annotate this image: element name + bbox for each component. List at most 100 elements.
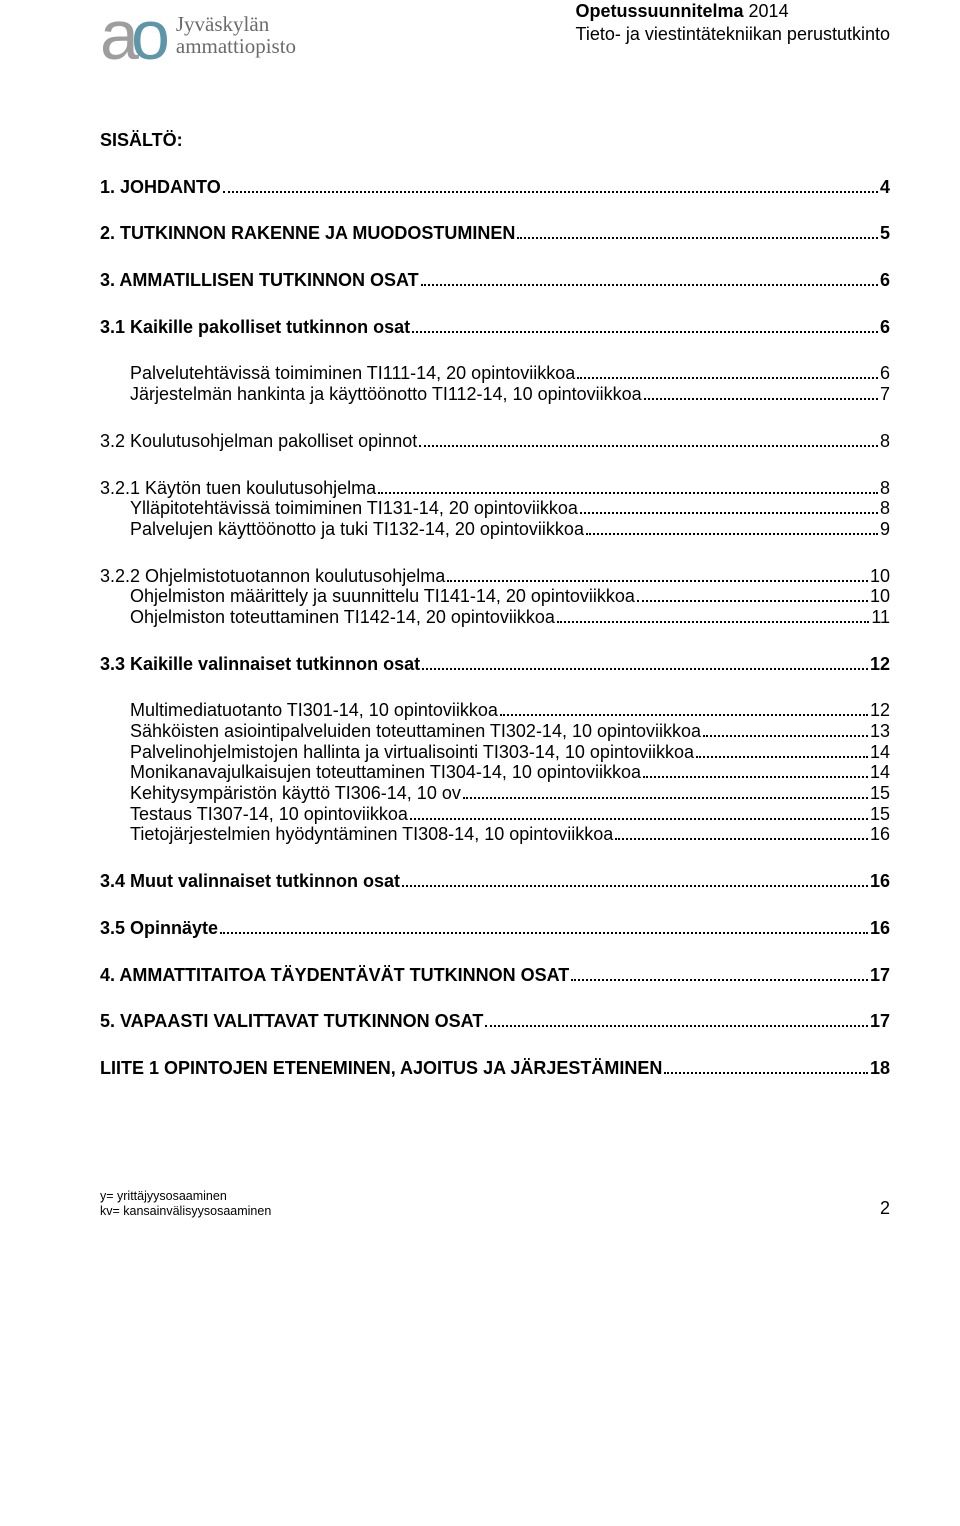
toc-entry-page: 10 bbox=[870, 566, 890, 587]
toc-entry[interactable]: Sähköisten asiointipalveluiden toteuttam… bbox=[100, 721, 890, 742]
toc-entry[interactable]: 3. AMMATILLISEN TUTKINNON OSAT6 bbox=[100, 270, 890, 291]
toc-entry[interactable]: 3.5 Opinnäyte16 bbox=[100, 918, 890, 939]
toc-entry-page: 14 bbox=[870, 762, 890, 783]
toc-entry-page: 15 bbox=[870, 804, 890, 825]
toc-leader-dots bbox=[580, 512, 878, 514]
toc-entry[interactable]: Ohjelmiston määrittely ja suunnittelu TI… bbox=[100, 586, 890, 607]
toc-leader-dots bbox=[703, 735, 868, 737]
toc-entry[interactable]: Tietojärjestelmien hyödyntäminen TI308-1… bbox=[100, 824, 890, 845]
toc-entry-label: LIITE 1 OPINTOJEN ETENEMINEN, AJOITUS JA… bbox=[100, 1058, 662, 1079]
toc-leader-dots bbox=[463, 797, 868, 799]
toc-entry-label: 2. TUTKINNON RAKENNE JA MUODOSTUMINEN bbox=[100, 223, 515, 244]
toc-entry[interactable]: 5. VAPAASTI VALITTAVAT TUTKINNON OSAT17 bbox=[100, 1011, 890, 1032]
toc-entry-label: Monikanavajulkaisujen toteuttaminen TI30… bbox=[130, 762, 641, 783]
toc-entry[interactable]: Monikanavajulkaisujen toteuttaminen TI30… bbox=[100, 762, 890, 783]
toc-entry-label: 4. AMMATTITAITOA TÄYDENTÄVÄT TUTKINNON O… bbox=[100, 965, 569, 986]
toc-leader-dots bbox=[615, 838, 868, 840]
content: SISÄLTÖ: 1. JOHDANTO 4 2. TUTKINNON RAKENN… bbox=[100, 130, 890, 1079]
toc-entry-page: 14 bbox=[870, 742, 890, 763]
toc-leader-dots bbox=[664, 1072, 868, 1074]
toc-entry-label: 3. AMMATILLISEN TUTKINNON OSAT bbox=[100, 270, 419, 291]
header-title-line2: Tieto- ja viestintätekniikan perustutkin… bbox=[576, 23, 891, 46]
toc-entry-label: Ohjelmiston määrittely ja suunnittelu TI… bbox=[130, 586, 635, 607]
toc-entry[interactable]: 1. JOHDANTO 4 bbox=[100, 177, 890, 198]
toc-entry-page: 7 bbox=[880, 384, 890, 405]
toc-entry-label: Testaus TI307-14, 10 opintoviikkoa bbox=[130, 804, 408, 825]
toc-leader-dots bbox=[637, 600, 868, 602]
toc-leader-dots bbox=[447, 580, 868, 582]
footer-legend-line2: kv= kansainvälisyysosaaminen bbox=[100, 1204, 271, 1219]
toc-leader-dots bbox=[577, 377, 878, 379]
toc: 1. JOHDANTO 4 2. TUTKINNON RAKENNE JA MUOD… bbox=[100, 177, 890, 1079]
toc-entry-page: 17 bbox=[870, 965, 890, 986]
toc-entry-page: 9 bbox=[880, 519, 890, 540]
toc-entry-page: 16 bbox=[870, 918, 890, 939]
toc-entry-page: 10 bbox=[870, 586, 890, 607]
logo-letter-a: a bbox=[100, 0, 131, 70]
toc-entry-label: Kehitysympäristön käyttö TI306-14, 10 ov bbox=[130, 783, 461, 804]
toc-leader-dots bbox=[421, 284, 878, 286]
header-title-bold: Opetussuunnitelma bbox=[576, 1, 744, 21]
header-title-line1: Opetussuunnitelma 2014 bbox=[576, 0, 891, 23]
toc-entry-label: 3.4 Muut valinnaiset tutkinnon osat bbox=[100, 871, 400, 892]
toc-entry-label: Palvelutehtävissä toimiminen TI111-14, 2… bbox=[130, 363, 575, 384]
toc-leader-dots bbox=[410, 818, 868, 820]
toc-entry-page: 15 bbox=[870, 783, 890, 804]
toc-entry-page: 12 bbox=[870, 654, 890, 675]
toc-entry-label: 3.2 Koulutusohjelman pakolliset opinnot bbox=[100, 431, 417, 452]
page-footer: y= yrittäjyysosaaminen kv= kansainvälisy… bbox=[100, 1189, 890, 1219]
toc-leader-dots bbox=[422, 668, 868, 670]
toc-leader-dots bbox=[644, 398, 878, 400]
toc-entry-page: 18 bbox=[870, 1058, 890, 1079]
toc-entry-page: 16 bbox=[870, 824, 890, 845]
toc-entry-label: 5. VAPAASTI VALITTAVAT TUTKINNON OSAT bbox=[100, 1011, 483, 1032]
toc-entry[interactable]: Kehitysympäristön käyttö TI306-14, 10 ov… bbox=[100, 783, 890, 804]
toc-entry-page: 6 bbox=[880, 363, 890, 384]
toc-entry-label: Ohjelmiston toteuttaminen TI142-14, 20 o… bbox=[130, 607, 555, 628]
toc-entry[interactable]: 3.3 Kaikille valinnaiset tutkinnon osat 1… bbox=[100, 654, 890, 675]
header-title-year: 2014 bbox=[744, 1, 789, 21]
toc-entry[interactable]: 2. TUTKINNON RAKENNE JA MUODOSTUMINEN 5 bbox=[100, 223, 890, 244]
footer-legend: y= yrittäjyysosaaminen kv= kansainvälisy… bbox=[100, 1189, 271, 1219]
toc-leader-dots bbox=[643, 776, 868, 778]
logo-line1: Jyväskylän bbox=[176, 13, 296, 35]
toc-entry[interactable]: 3.1 Kaikille pakolliset tutkinnon osat 6 bbox=[100, 317, 890, 338]
toc-leader-dots bbox=[402, 885, 868, 887]
toc-entry[interactable]: Ylläpitotehtävissä toimiminen TI131-14, … bbox=[100, 498, 890, 519]
toc-entry[interactable]: Multimediatuotanto TI301-14, 10 opintovi… bbox=[100, 700, 890, 721]
toc-entry[interactable]: LIITE 1 OPINTOJEN ETENEMINEN, AJOITUS JA… bbox=[100, 1058, 890, 1079]
toc-entry-label: 3.3 Kaikille valinnaiset tutkinnon osat bbox=[100, 654, 420, 675]
toc-entry-page: 4 bbox=[880, 177, 890, 198]
toc-entry[interactable]: Järjestelmän hankinta ja käyttöönotto TI… bbox=[100, 384, 890, 405]
toc-entry[interactable]: Testaus TI307-14, 10 opintoviikkoa 15 bbox=[100, 804, 890, 825]
toc-entry[interactable]: 3.4 Muut valinnaiset tutkinnon osat16 bbox=[100, 871, 890, 892]
logo-text: Jyväskylän ammattiopisto bbox=[176, 13, 296, 57]
toc-entry[interactable]: Palvelinohjelmistojen hallinta ja virtua… bbox=[100, 742, 890, 763]
toc-leader-dots bbox=[223, 191, 878, 193]
toc-entry[interactable]: 3.2.1 Käytön tuen koulutusohjelma8 bbox=[100, 478, 890, 499]
toc-entry[interactable]: 4. AMMATTITAITOA TÄYDENTÄVÄT TUTKINNON O… bbox=[100, 965, 890, 986]
toc-leader-dots bbox=[419, 445, 878, 447]
toc-entry[interactable]: 3.2 Koulutusohjelman pakolliset opinnot8 bbox=[100, 431, 890, 452]
toc-leader-dots bbox=[557, 621, 869, 623]
toc-entry-label: 1. JOHDANTO bbox=[100, 177, 221, 198]
toc-heading: SISÄLTÖ: bbox=[100, 130, 890, 151]
toc-leader-dots bbox=[500, 714, 868, 716]
toc-entry[interactable]: Ohjelmiston toteuttaminen TI142-14, 20 o… bbox=[100, 607, 890, 628]
footer-legend-line1: y= yrittäjyysosaaminen bbox=[100, 1189, 271, 1204]
toc-entry-label: Multimediatuotanto TI301-14, 10 opintovi… bbox=[130, 700, 498, 721]
toc-entry[interactable]: 3.2.2 Ohjelmistotuotannon koulutusohjelm… bbox=[100, 566, 890, 587]
toc-entry-label: Järjestelmän hankinta ja käyttöönotto TI… bbox=[130, 384, 642, 405]
toc-entry[interactable]: Palvelujen käyttöönotto ja tuki TI132-14… bbox=[100, 519, 890, 540]
toc-entry-label: 3.1 Kaikille pakolliset tutkinnon osat bbox=[100, 317, 410, 338]
toc-entry-label: Sähköisten asiointipalveluiden toteuttam… bbox=[130, 721, 701, 742]
toc-entry-page: 11 bbox=[871, 607, 890, 628]
toc-entry-label: 3.2.2 Ohjelmistotuotannon koulutusohjelm… bbox=[100, 566, 445, 587]
toc-entry-page: 5 bbox=[880, 223, 890, 244]
logo-mark: ao bbox=[100, 0, 162, 70]
page-header: ao Jyväskylän ammattiopisto Opetussuunni… bbox=[100, 0, 890, 70]
toc-entry[interactable]: Palvelutehtävissä toimiminen TI111-14, 2… bbox=[100, 363, 890, 384]
toc-entry-label: Palvelinohjelmistojen hallinta ja virtua… bbox=[130, 742, 694, 763]
toc-entry-page: 12 bbox=[870, 700, 890, 721]
toc-entry-page: 6 bbox=[880, 317, 890, 338]
